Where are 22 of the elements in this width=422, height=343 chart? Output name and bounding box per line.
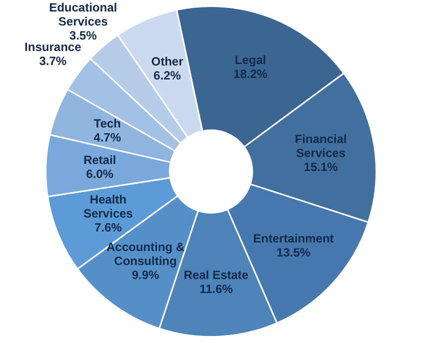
- slice-label: Real Estate: [184, 268, 249, 282]
- data-label: 7.6%: [94, 220, 122, 234]
- slice-label: Other: [151, 54, 184, 68]
- slice-label: Retail: [83, 152, 116, 167]
- data-label: 3.7%: [39, 54, 67, 68]
- data-label: 3.5%: [69, 28, 98, 43]
- slice-label: Financial Services: [294, 132, 347, 160]
- slice-label: Tech: [94, 116, 121, 130]
- data-label: 13.5%: [276, 246, 311, 260]
- slice-label: Health Services: [83, 192, 134, 220]
- data-label: 4.7%: [94, 130, 122, 144]
- data-label: 11.6%: [199, 282, 234, 296]
- slice-label: Educational Services: [49, 0, 118, 29]
- slice-label: Insurance: [24, 40, 82, 54]
- data-label: 9.9%: [132, 268, 160, 282]
- data-label: 6.2%: [154, 68, 182, 82]
- slice-label: Entertainment: [253, 232, 334, 246]
- slice-label: Accounting & Consulting: [106, 240, 185, 268]
- data-label: 15.1%: [304, 160, 338, 174]
- data-label: 6.0%: [86, 166, 114, 181]
- slice-label: Legal: [234, 52, 266, 67]
- data-label: 18.2%: [233, 66, 268, 81]
